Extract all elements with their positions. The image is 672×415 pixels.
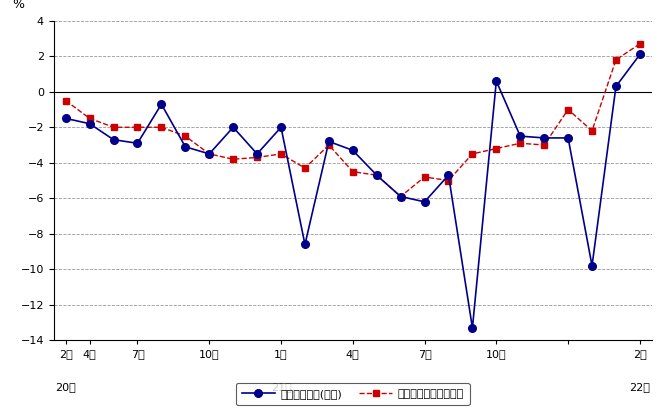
現金給与総額(名目) <box>85 121 93 126</box>
きまって支給する給与 <box>205 151 213 156</box>
Legend: 現金給与総額(名目), きまって支給する給与: 現金給与総額(名目), きまって支給する給与 <box>236 383 470 405</box>
現金給与総額(名目) <box>612 84 620 89</box>
現金給与総額(名目) <box>349 148 357 153</box>
現金給与総額(名目) <box>444 173 452 178</box>
Text: 21年: 21年 <box>271 382 292 392</box>
現金給与総額(名目) <box>588 263 596 268</box>
きまって支給する給与 <box>444 178 452 183</box>
現金給与総額(名目) <box>157 102 165 107</box>
現金給与総額(名目) <box>277 125 285 130</box>
現金給与総額(名目) <box>205 151 213 156</box>
きまって支給する給与 <box>373 173 381 178</box>
Line: 現金給与総額(名目): 現金給与総額(名目) <box>62 51 644 332</box>
現金給与総額(名目) <box>110 137 118 142</box>
現金給与総額(名目) <box>468 325 476 330</box>
きまって支給する給与 <box>277 151 285 156</box>
きまって支給する給与 <box>325 142 333 147</box>
現金給与総額(名目) <box>253 151 261 156</box>
現金給与総額(名目) <box>181 144 190 149</box>
現金給与総額(名目) <box>540 135 548 140</box>
きまって支給する給与 <box>229 157 237 162</box>
現金給与総額(名目) <box>301 242 309 247</box>
きまって支給する給与 <box>421 174 429 179</box>
Text: 20年: 20年 <box>55 382 76 392</box>
きまって支給する給与 <box>396 194 405 199</box>
Line: きまって支給する給与: きまって支給する給与 <box>62 40 643 200</box>
現金給与総額(名目) <box>62 116 70 121</box>
きまって支給する給与 <box>588 128 596 133</box>
現金給与総額(名目) <box>564 135 572 140</box>
現金給与総額(名目) <box>516 134 524 139</box>
現金給与総額(名目) <box>134 141 142 146</box>
きまって支給する給与 <box>253 155 261 160</box>
きまって支給する給与 <box>301 166 309 171</box>
きまって支給する給与 <box>349 169 357 174</box>
きまって支給する給与 <box>134 125 142 130</box>
きまって支給する給与 <box>493 146 501 151</box>
きまって支給する給与 <box>85 116 93 121</box>
Text: 22年: 22年 <box>630 382 650 392</box>
きまって支給する給与 <box>612 57 620 62</box>
きまって支給する給与 <box>516 141 524 146</box>
きまって支給する給与 <box>636 42 644 46</box>
きまって支給する給与 <box>157 125 165 130</box>
きまって支給する給与 <box>110 125 118 130</box>
きまって支給する給与 <box>181 134 190 139</box>
Y-axis label: %: % <box>12 0 24 11</box>
現金給与総額(名目) <box>396 194 405 199</box>
現金給与総額(名目) <box>325 139 333 144</box>
現金給与総額(名目) <box>229 125 237 130</box>
きまって支給する給与 <box>540 142 548 147</box>
現金給与総額(名目) <box>373 173 381 178</box>
現金給与総額(名目) <box>493 78 501 83</box>
現金給与総額(名目) <box>636 52 644 57</box>
現金給与総額(名目) <box>421 199 429 204</box>
きまって支給する給与 <box>62 98 70 103</box>
きまって支給する給与 <box>564 107 572 112</box>
きまって支給する給与 <box>468 151 476 156</box>
